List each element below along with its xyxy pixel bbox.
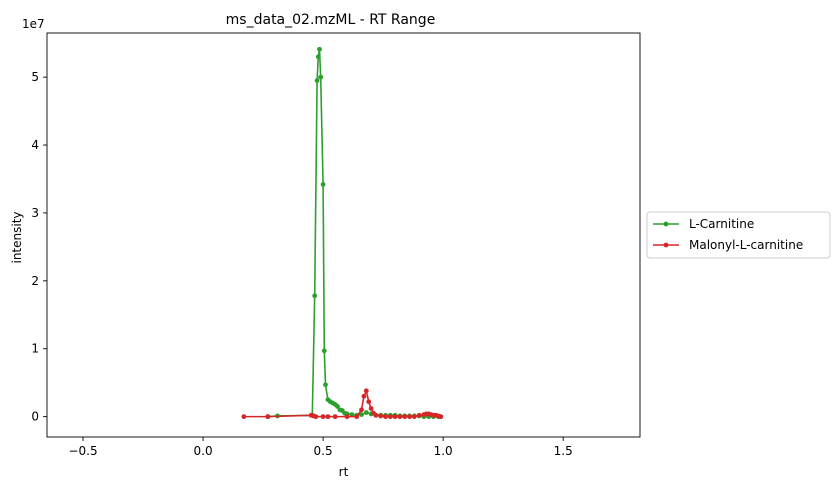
data-point-l-carnitine: [323, 382, 328, 388]
data-point-malonyl-l-carnitine: [416, 412, 422, 418]
legend-marker-l-carnitine: [663, 221, 669, 227]
x-tick-label: −0.5: [68, 444, 97, 458]
data-point-malonyl-l-carnitine: [344, 414, 350, 420]
legend: L-Carnitine Malonyl-L-carnitine: [646, 211, 831, 259]
data-point-malonyl-l-carnitine: [265, 414, 271, 420]
data-point-malonyl-l-carnitine: [407, 414, 412, 420]
x-tick-label: 0.0: [194, 444, 213, 458]
plot-area: −0.5 0.0 0.5 1.0 1.5 0 1 2 3 4 5: [31, 32, 641, 458]
legend-marker-malonyl-l-carnitine: [663, 242, 669, 248]
axes-frame: [46, 32, 641, 438]
data-point-malonyl-l-carnitine: [354, 414, 360, 420]
data-point-l-carnitine: [349, 412, 355, 417]
x-axis-label: rt: [339, 465, 349, 479]
data-point-malonyl-l-carnitine: [313, 414, 319, 420]
y-axis-label: intensity: [10, 211, 24, 263]
series-line-l-carnitine: [267, 48, 441, 418]
data-point-l-carnitine: [320, 182, 326, 187]
data-point-malonyl-l-carnitine: [438, 414, 444, 420]
legend-label-l-carnitine: L-Carnitine: [689, 217, 754, 231]
data-point-malonyl-l-carnitine: [363, 388, 369, 394]
y-tick-label: 5: [31, 70, 39, 84]
data-point-l-carnitine: [321, 348, 327, 354]
y-tick-label: 1: [31, 342, 39, 356]
data-point-malonyl-l-carnitine: [366, 399, 372, 405]
data-point-l-carnitine: [314, 78, 320, 83]
y-offset-label: 1e7: [22, 17, 45, 31]
data-point-l-carnitine: [315, 54, 321, 60]
y-tick-label: 3: [31, 206, 39, 220]
data-point-l-carnitine: [359, 412, 364, 417]
data-point-malonyl-l-carnitine: [359, 407, 364, 413]
x-tick-label: 0.5: [314, 444, 333, 458]
data-point-malonyl-l-carnitine: [383, 414, 388, 420]
data-point-l-carnitine: [318, 74, 324, 80]
chart-title: ms_data_02.mzML - RT Range: [226, 12, 436, 28]
data-point-malonyl-l-carnitine: [387, 414, 393, 420]
data-point-l-carnitine: [335, 404, 340, 409]
data-point-malonyl-l-carnitine: [320, 414, 326, 420]
data-point-malonyl-l-carnitine: [397, 414, 403, 420]
x-tick-label: 1.5: [554, 444, 573, 458]
data-point-malonyl-l-carnitine: [241, 414, 247, 420]
data-point-malonyl-l-carnitine: [361, 393, 367, 399]
y-tick-label: 0: [31, 410, 39, 424]
data-point-malonyl-l-carnitine: [378, 413, 384, 419]
data-point-malonyl-l-carnitine: [373, 412, 379, 418]
data-point-malonyl-l-carnitine: [392, 414, 398, 420]
data-point-malonyl-l-carnitine: [325, 414, 331, 420]
y-tick-label: 4: [31, 138, 39, 152]
data-point-malonyl-l-carnitine: [332, 414, 338, 420]
data-point-malonyl-l-carnitine: [368, 406, 374, 411]
data-point-malonyl-l-carnitine: [411, 414, 417, 420]
legend-box: [646, 211, 831, 259]
data-point-l-carnitine: [317, 46, 322, 52]
data-point-l-carnitine: [363, 410, 369, 415]
x-tick-label: 1.0: [434, 444, 453, 458]
legend-label-malonyl-l-carnitine: Malonyl-L-carnitine: [689, 238, 803, 252]
y-tick-label: 2: [31, 274, 39, 288]
data-point-l-carnitine: [312, 293, 318, 299]
data-point-malonyl-l-carnitine: [402, 414, 408, 420]
